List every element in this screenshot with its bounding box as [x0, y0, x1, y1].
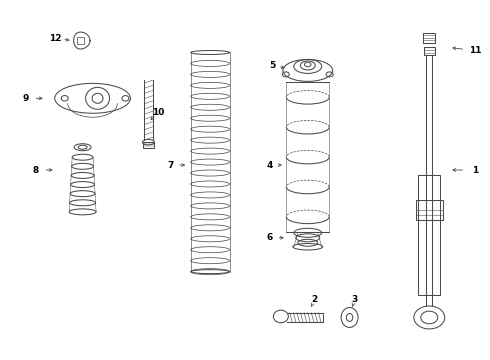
Bar [423, 32, 435, 42]
Bar [424, 46, 435, 55]
Text: 5: 5 [269, 61, 275, 70]
Text: 9: 9 [23, 94, 29, 103]
Bar [143, 142, 154, 148]
Text: 12: 12 [49, 34, 62, 43]
Text: 10: 10 [152, 108, 165, 117]
Text: 11: 11 [469, 46, 481, 55]
Text: 8: 8 [33, 166, 39, 175]
Bar [77, 37, 84, 44]
Text: 2: 2 [312, 295, 318, 304]
Bar [416, 200, 443, 220]
Text: 7: 7 [167, 161, 173, 170]
Text: 1: 1 [472, 166, 478, 175]
Text: 6: 6 [267, 233, 273, 242]
Bar [418, 175, 440, 294]
Text: 3: 3 [351, 295, 358, 304]
Text: 4: 4 [267, 161, 273, 170]
